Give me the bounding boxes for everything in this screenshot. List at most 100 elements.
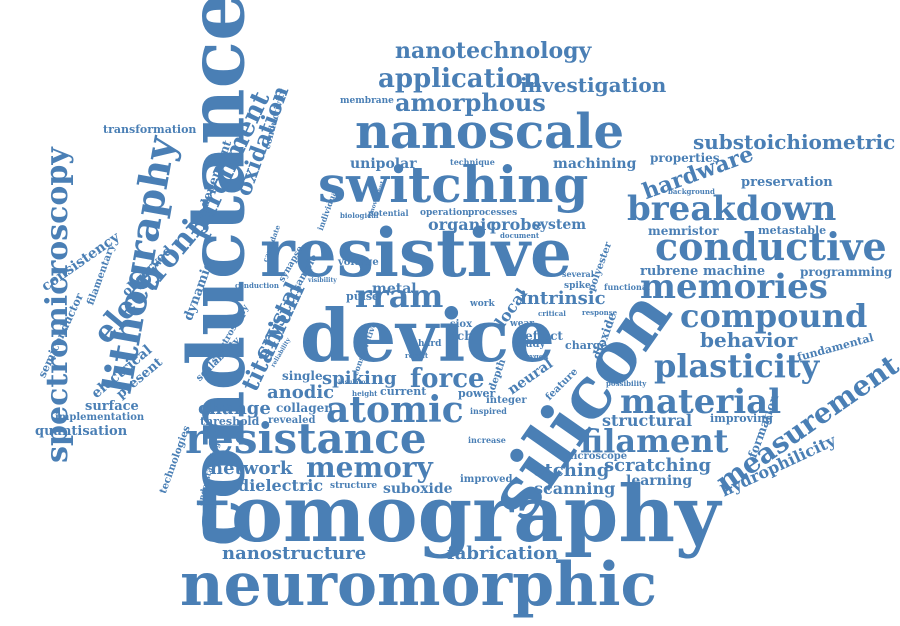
word-resistance: resistance (185, 414, 427, 463)
word-siox: siox (450, 319, 473, 330)
word-effect: effect (525, 329, 563, 343)
word-height: height (352, 389, 378, 398)
word-organic: organic (428, 215, 497, 234)
word-probe: probe (490, 215, 542, 234)
word-result: result (405, 351, 429, 360)
word-pulse: pulse (346, 290, 380, 303)
word-tomography: tomography (195, 469, 721, 560)
word-change: change (198, 398, 271, 419)
word-spiking: spiking (322, 368, 397, 389)
word-compound: compound (680, 297, 868, 335)
word-metastable: metastable (758, 224, 827, 237)
word-force: force (410, 364, 485, 394)
word-increase: increase (468, 435, 506, 445)
word-fabrication: fabrication (447, 543, 559, 564)
word-processes: processes (468, 208, 518, 218)
word-several: several (562, 269, 594, 279)
word-material: material (620, 382, 782, 422)
word-suboxide: suboxide (383, 481, 453, 497)
word-visibility: visibility (308, 277, 337, 284)
word-application: application (378, 64, 542, 94)
word-fundamental: fundamental (795, 331, 875, 364)
word-single: single (282, 369, 323, 383)
word-scratching: scratching (604, 455, 712, 476)
word-wear: wear (510, 319, 535, 329)
word-investigation: investigation (520, 73, 667, 97)
word-threshold: threshold (200, 415, 260, 428)
word-microscope: microscope (563, 451, 628, 462)
word-learning: learning (626, 473, 693, 489)
word-charge: charge (565, 339, 608, 352)
word-nanoscale: nanoscale (355, 104, 625, 160)
word-rich: rich (446, 329, 473, 343)
word-programming: programming (800, 265, 893, 279)
word-improving: improving (710, 412, 773, 425)
word-operation: operation (420, 208, 469, 218)
word-surface: surface (85, 399, 139, 414)
word-nanotechnology: nanotechnology (395, 38, 592, 64)
word-implementation: implementation (55, 412, 145, 423)
word-plasticity: plasticity (654, 347, 820, 385)
word-scanning: scanning (534, 479, 616, 498)
word-hard: hard (418, 339, 442, 349)
word-rram: rram (355, 277, 444, 315)
word-memristor: memristor (648, 224, 719, 238)
word-unipolar: unipolar (350, 156, 417, 172)
word-work: work (470, 299, 495, 309)
word-intrinsic: intrinsic (520, 288, 606, 309)
word-etching: etching (533, 460, 610, 481)
word-insulator: insulator (338, 379, 369, 386)
word-preservation: preservation (741, 175, 833, 190)
word-behavior: behavior (700, 328, 798, 352)
word-study: study (515, 339, 546, 350)
word-memories: memories (640, 267, 828, 307)
word-atomic: atomic (326, 389, 464, 431)
word-conduction: conduction (235, 281, 279, 290)
word-amorphous: amorphous (395, 88, 546, 117)
word-collagen: collagen (276, 401, 333, 415)
word-technique: technique (450, 157, 495, 167)
word-current: current (380, 385, 427, 398)
word-integer: integer (486, 395, 527, 406)
word-resistive: resistive (260, 214, 573, 292)
word-response: response (582, 308, 618, 317)
word-machine: machine (703, 264, 766, 279)
word-dielectric: dielectric (238, 476, 324, 495)
word-nanostructure: nanostructure (222, 543, 367, 564)
word-anodic: anodic (267, 382, 335, 403)
word-document: document (500, 231, 540, 240)
word-background: background (668, 187, 715, 196)
word-membrane: membrane (340, 96, 394, 106)
word-structure: structure (330, 481, 378, 491)
word-revealed: revealed (268, 415, 316, 426)
word-inspired: inspired (470, 406, 507, 416)
word-quantisation: quantisation (35, 424, 128, 439)
word-properties: properties (650, 151, 720, 165)
word-transformation: transformation (103, 123, 197, 136)
word-improved: improved (460, 474, 513, 485)
word-machining: machining (553, 156, 637, 172)
word-network: network (210, 458, 293, 479)
word-memory: memory (306, 451, 433, 484)
word-substoichiometric: substoichiometric (693, 130, 896, 154)
word-filament: filament (580, 422, 729, 460)
word-critical: critical (538, 309, 566, 318)
word-voltage: voltage (338, 257, 379, 268)
word-structural: structural (602, 411, 693, 430)
word-spike: spike (564, 281, 591, 291)
word-possibility: possibility (606, 379, 647, 388)
word-switching: switching (318, 155, 589, 214)
word-conductive: conductive (655, 224, 887, 269)
word-metal: metal (372, 281, 417, 297)
word-functional: functional (604, 282, 651, 292)
word-neuromorphic: neuromorphic (180, 550, 658, 620)
word-oxygen: oxygen (521, 352, 549, 361)
word-power: power (458, 387, 496, 400)
word-system: system (532, 217, 587, 233)
word-potential: potential (368, 208, 409, 218)
word-biological: biological (340, 211, 379, 220)
word-breakdown: breakdown (627, 189, 837, 229)
word-rubrene: rubrene (640, 264, 699, 279)
word-device: device (300, 293, 555, 378)
